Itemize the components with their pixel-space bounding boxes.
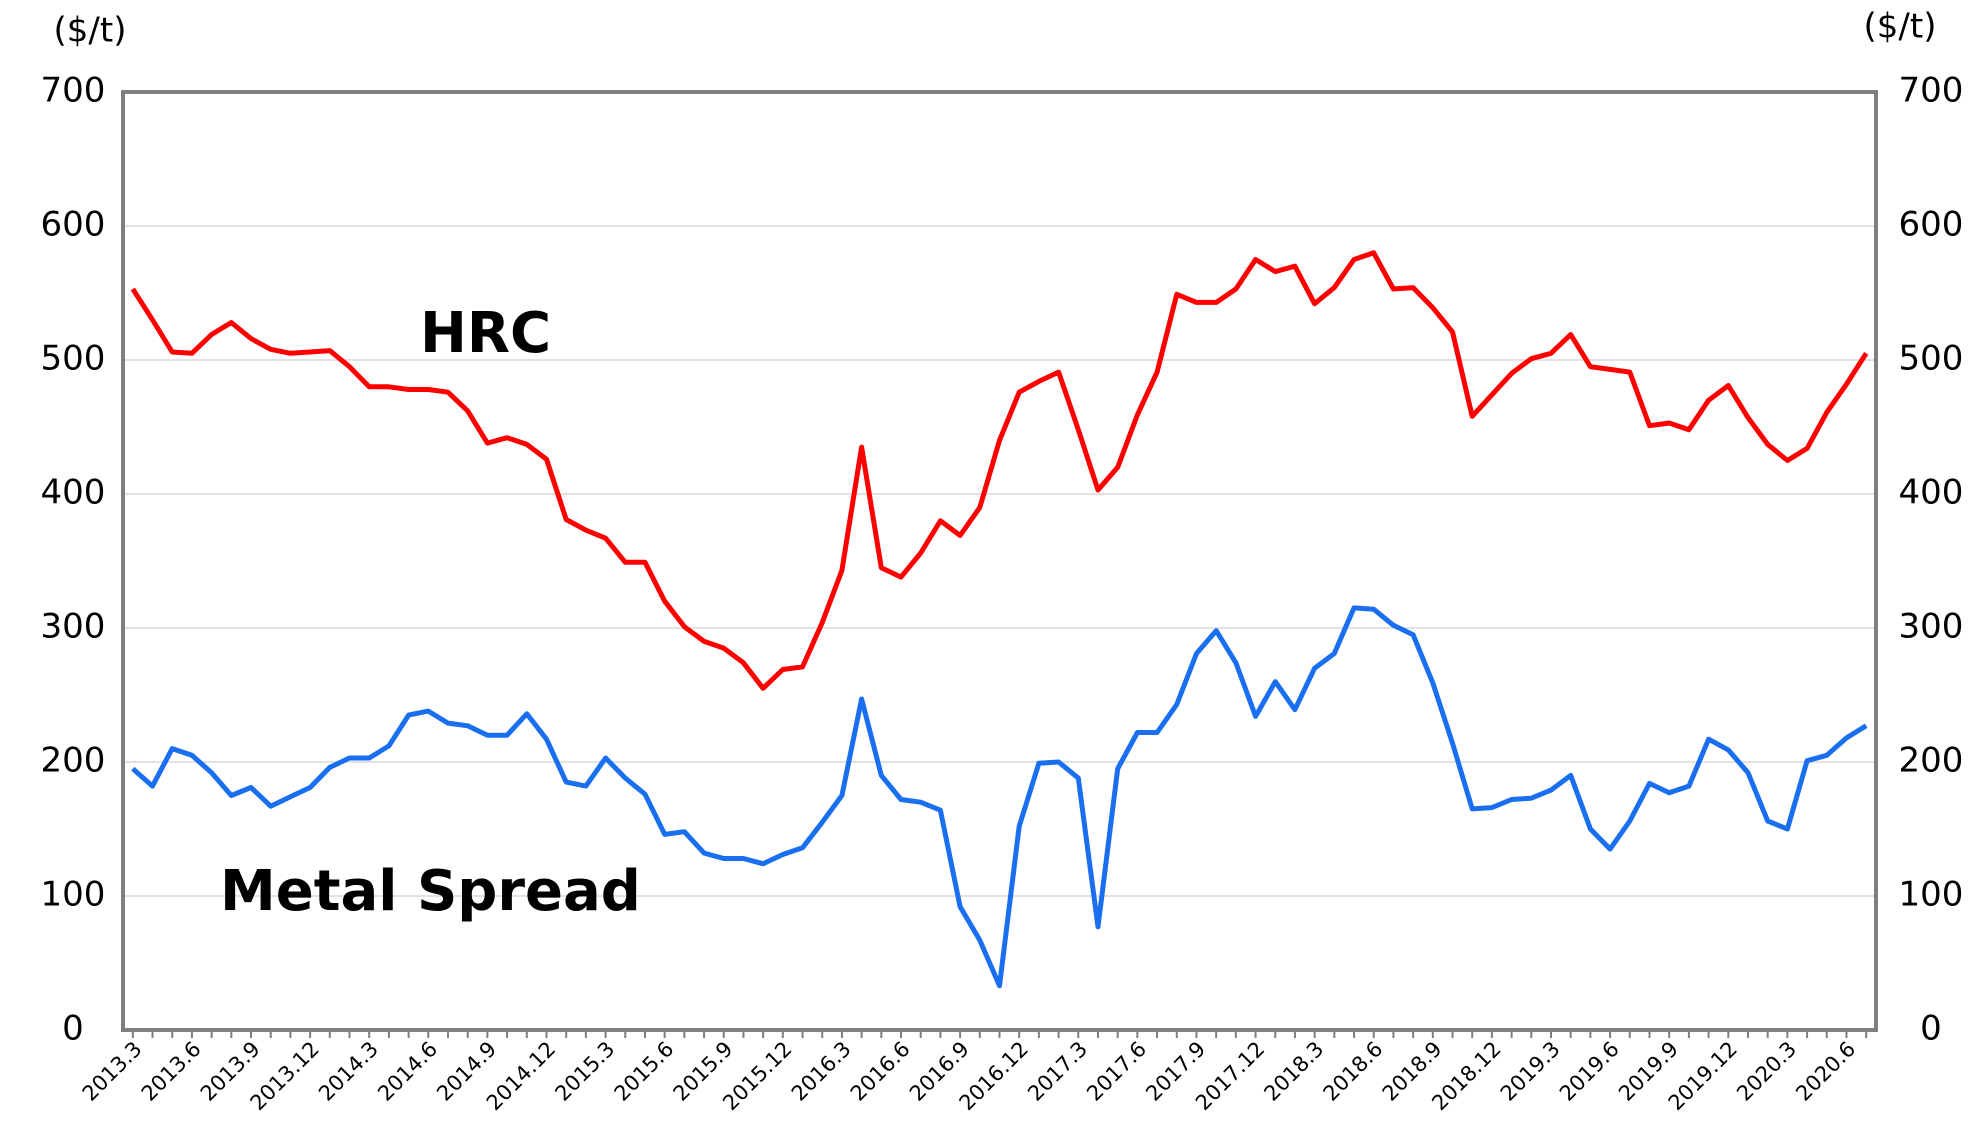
x-tick-label: 2018.6 xyxy=(1319,1037,1388,1106)
x-tick-label: 2015.6 xyxy=(610,1037,679,1106)
y2-tick-label: 400 xyxy=(1899,473,1964,513)
series-label: Metal Spread xyxy=(220,859,641,924)
y-axis-label: ($/t) xyxy=(54,11,127,51)
x-tick-label: 2017.3 xyxy=(1023,1037,1092,1106)
x-tick-label: 2016.6 xyxy=(846,1037,915,1106)
x-tick-label: 2016.3 xyxy=(787,1037,856,1106)
y2-tick-label: 700 xyxy=(1899,71,1964,111)
line-series xyxy=(130,250,1869,691)
y-tick-label: 300 xyxy=(41,607,106,647)
y2-tick-label: 600 xyxy=(1899,205,1964,245)
x-tick-label: 2013.3 xyxy=(78,1037,147,1106)
y-tick-label: 0 xyxy=(62,1009,84,1049)
x-tick-label: 2017.6 xyxy=(1082,1037,1151,1106)
x-tick-label: 2014.3 xyxy=(314,1037,383,1106)
y-tick-label: 700 xyxy=(41,71,106,111)
y2-tick-label: 0 xyxy=(1920,1009,1942,1049)
x-tick-label: 2018.3 xyxy=(1259,1037,1328,1106)
x-tick-label: 2019.6 xyxy=(1555,1037,1624,1106)
y2-tick-label: 100 xyxy=(1899,875,1964,915)
x-tick-label: 2013.6 xyxy=(137,1037,206,1106)
y-tick-label: 400 xyxy=(41,473,106,513)
x-tick-label: 2020.6 xyxy=(1791,1037,1860,1106)
series-label: HRC xyxy=(420,301,551,366)
x-tick-label: 2019.3 xyxy=(1496,1037,1565,1106)
y2-tick-label: 300 xyxy=(1899,607,1964,647)
y2-tick-label: 200 xyxy=(1899,741,1964,781)
x-tick-label: 2015.3 xyxy=(550,1037,619,1106)
y-tick-label: 500 xyxy=(41,339,106,379)
y-tick-label: 100 xyxy=(41,875,106,915)
x-tick-label: 2020.3 xyxy=(1732,1037,1801,1106)
x-tick-label: 2014.6 xyxy=(373,1037,442,1106)
y-tick-label: 200 xyxy=(41,741,106,781)
y-tick-label: 600 xyxy=(41,205,106,245)
y2-axis-label: ($/t) xyxy=(1864,7,1937,47)
line-series xyxy=(131,605,1868,989)
y2-tick-label: 500 xyxy=(1899,339,1964,379)
